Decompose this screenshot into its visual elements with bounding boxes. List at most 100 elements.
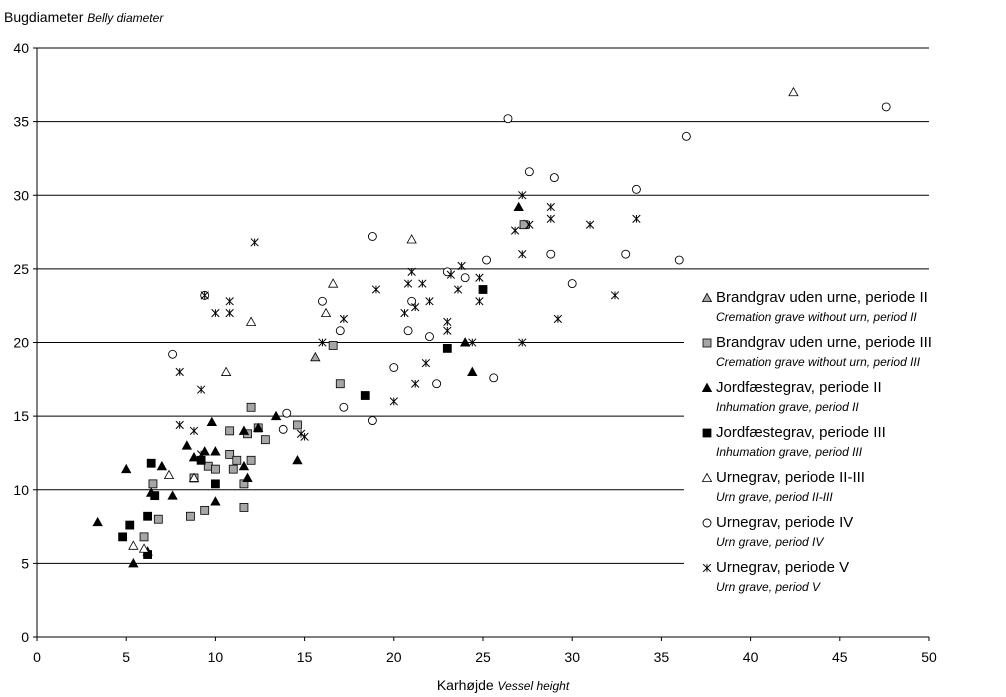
- x-axis-label-translation: Vessel height: [498, 679, 570, 693]
- x-tick-label: 30: [564, 649, 580, 665]
- legend-marker: [700, 291, 714, 305]
- legend-entry: Brandgrav uden urne, periode III Cremati…: [700, 334, 1006, 379]
- legend-translation: Cremation grave without urn, period III: [716, 355, 920, 369]
- x-tick-label: 15: [297, 649, 313, 665]
- data-point: [261, 436, 269, 444]
- x-tick-label: 25: [475, 649, 491, 665]
- data-point: [119, 533, 127, 541]
- data-point: [122, 465, 131, 473]
- data-point: [514, 203, 523, 211]
- legend: Brandgrav uden urne, periode II Crematio…: [700, 289, 1006, 604]
- data-point: [422, 359, 430, 367]
- series-4: [129, 88, 798, 553]
- data-point: [419, 280, 427, 288]
- data-point: [336, 327, 344, 335]
- data-point: [682, 132, 690, 140]
- legend-label: Urnegrav, periode II-III: [716, 469, 865, 486]
- legend-translation: Cremation grave without urn, period II: [716, 310, 917, 324]
- data-point: [329, 279, 338, 287]
- data-point: [247, 317, 256, 325]
- x-tick-label: 10: [208, 649, 224, 665]
- data-point: [226, 297, 234, 305]
- legend-translation: Urn grave, period IV: [716, 535, 823, 549]
- data-point: [361, 392, 369, 400]
- data-point: [368, 232, 376, 240]
- data-point: [882, 103, 890, 111]
- y-tick-label: 20: [13, 335, 29, 351]
- data-point: [547, 215, 555, 223]
- x-tick-label: 45: [832, 649, 848, 665]
- data-point: [222, 367, 231, 375]
- data-point: [149, 480, 157, 488]
- x-tick-label: 35: [654, 649, 670, 665]
- legend-marker-shape: [703, 384, 712, 392]
- x-tick-label: 50: [921, 649, 937, 665]
- data-point: [211, 465, 219, 473]
- data-point: [372, 286, 380, 294]
- legend-marker-shape: [703, 294, 712, 302]
- legend-marker-shape: [703, 564, 711, 572]
- x-axis-label-main: Karhøjde: [437, 677, 494, 693]
- data-point: [211, 447, 220, 455]
- data-point: [425, 333, 433, 341]
- data-point: [336, 380, 344, 388]
- legend-entry: Urnegrav, periode IV Urn grave, period I…: [700, 514, 1006, 559]
- data-point: [251, 239, 259, 247]
- data-point: [197, 386, 205, 394]
- data-point: [404, 280, 412, 288]
- data-point: [211, 497, 220, 505]
- data-point: [129, 541, 138, 549]
- data-point: [229, 465, 237, 473]
- legend-marker-shape: [703, 339, 711, 347]
- legend-marker: [700, 561, 714, 575]
- legend-marker: [700, 471, 714, 485]
- data-point: [126, 521, 134, 529]
- legend-entry: Brandgrav uden urne, periode II Crematio…: [700, 289, 1006, 334]
- legend-marker-shape: [703, 519, 711, 527]
- legend-marker: [700, 381, 714, 395]
- data-point: [293, 421, 301, 429]
- data-point: [633, 215, 641, 223]
- legend-entry: Urnegrav, periode II-III Urn grave, peri…: [700, 469, 1006, 514]
- data-point: [568, 280, 576, 288]
- x-tick-label: 0: [33, 649, 41, 665]
- legend-label: Jordfæstegrav, periode II: [716, 379, 882, 396]
- legend-translation: Inhumation grave, period II: [716, 400, 859, 414]
- y-tick-label: 30: [13, 187, 29, 203]
- legend-marker: [700, 336, 714, 350]
- data-point: [622, 250, 630, 258]
- data-point: [479, 285, 487, 293]
- data-point: [176, 368, 184, 376]
- data-point: [675, 256, 683, 264]
- y-tick-label: 40: [13, 40, 29, 56]
- legend-entry: Jordfæstegrav, periode II Inhumation gra…: [700, 379, 1006, 424]
- data-point: [233, 456, 241, 464]
- data-point: [632, 185, 640, 193]
- x-tick-label: 5: [122, 649, 130, 665]
- data-point: [283, 409, 291, 417]
- legend-label: Brandgrav uden urne, periode II: [716, 289, 928, 306]
- data-point: [483, 256, 491, 264]
- data-point: [212, 309, 220, 317]
- data-point: [468, 367, 477, 375]
- data-point: [368, 417, 376, 425]
- data-point: [525, 168, 533, 176]
- data-point: [201, 506, 209, 514]
- data-point: [147, 459, 155, 467]
- data-point: [547, 250, 555, 258]
- legend-label: Urnegrav, periode IV: [716, 514, 853, 531]
- data-point: [211, 480, 219, 488]
- data-point: [157, 462, 166, 470]
- data-point: [154, 515, 162, 523]
- data-point: [476, 297, 484, 305]
- y-tick-label: 5: [21, 555, 29, 571]
- x-axis-label: Karhøjde Vessel height: [0, 677, 1006, 693]
- data-point: [490, 374, 498, 382]
- data-point: [411, 380, 419, 388]
- series-3: [119, 285, 487, 558]
- data-point: [476, 274, 484, 282]
- series-2: [93, 203, 523, 567]
- legend-translation: Inhumation grave, period III: [716, 445, 862, 459]
- data-point: [407, 235, 416, 243]
